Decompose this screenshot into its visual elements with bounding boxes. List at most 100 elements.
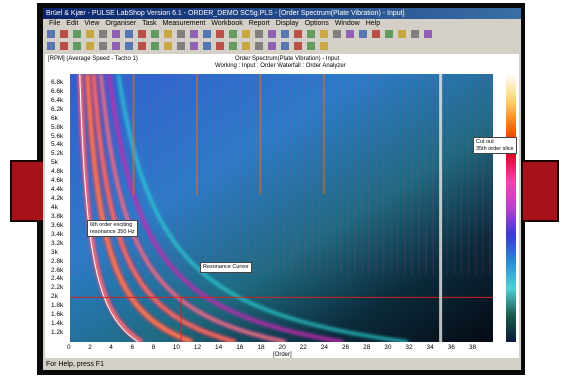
order-stripe	[155, 74, 158, 275]
tb1-button-icon-1[interactable]	[60, 30, 68, 38]
y-tick-label: 4.6k	[51, 177, 64, 185]
menu-item-organiser[interactable]: Organiser	[105, 20, 137, 27]
menu-item-edit[interactable]: Edit	[66, 20, 79, 27]
order-stripe	[212, 74, 214, 275]
tb1-button-icon-5[interactable]	[112, 30, 120, 38]
chart-title: Order Spectrum(Plate Vibration) - Input	[235, 56, 340, 62]
y-tick-label: 4k	[51, 204, 58, 211]
tb1-button-icon-9[interactable]	[164, 30, 172, 38]
y-tick-label: 4.8k	[51, 168, 64, 176]
x-tick-label: 4	[109, 344, 113, 351]
order-stripe	[240, 74, 243, 275]
order-stripe	[190, 74, 193, 275]
y-tick-label: 5.6k	[51, 132, 64, 140]
tb1-button-icon-24[interactable]	[359, 30, 367, 38]
menu-item-display[interactable]: Display	[275, 20, 299, 27]
order-stripe	[290, 74, 293, 275]
order-stripe	[297, 74, 300, 275]
menu-item-file[interactable]: File	[49, 20, 61, 27]
tb2-button-icon-2[interactable]	[73, 42, 81, 50]
tb2-button-icon-16[interactable]	[255, 42, 263, 50]
tb1-button-icon-27[interactable]	[398, 30, 406, 38]
tb1-button-icon-26[interactable]	[385, 30, 393, 38]
tb2-button-icon-11[interactable]	[190, 42, 198, 50]
tb1-button-icon-10[interactable]	[177, 30, 185, 38]
waterfall-plot[interactable]	[70, 74, 493, 342]
tb1-button-icon-29[interactable]	[424, 30, 432, 38]
order-stripe	[332, 74, 335, 275]
tb1-button-icon-19[interactable]	[294, 30, 302, 38]
y-tick-label: 4.4k	[51, 186, 64, 194]
tb1-button-icon-13[interactable]	[216, 30, 224, 38]
x-tick-label: 16	[236, 344, 244, 351]
order-stripe	[254, 74, 257, 275]
tb1-button-icon-20[interactable]	[307, 30, 315, 38]
tb2-button-icon-17[interactable]	[268, 42, 276, 50]
menu-item-view[interactable]: View	[84, 20, 100, 27]
y-tick-label: 1.8k	[51, 302, 64, 310]
tb1-button-icon-12[interactable]	[203, 30, 211, 38]
tb1-button-icon-16[interactable]	[255, 30, 263, 38]
order-stripe	[204, 74, 207, 275]
tb2-button-icon-19[interactable]	[294, 42, 302, 50]
tb1-button-icon-0[interactable]	[47, 30, 55, 38]
tb1-button-icon-6[interactable]	[125, 30, 133, 38]
x-tick-label: 36	[447, 344, 455, 351]
tb1-button-icon-3[interactable]	[86, 30, 94, 38]
y-tick-label: 3.4k	[51, 230, 64, 238]
tb2-button-icon-1[interactable]	[60, 42, 68, 50]
tb1-button-icon-28[interactable]	[411, 30, 419, 38]
order-stripe	[77, 74, 80, 275]
tb2-button-icon-15[interactable]	[242, 42, 250, 50]
tb2-button-icon-13[interactable]	[216, 42, 224, 50]
tb2-button-icon-6[interactable]	[125, 42, 133, 50]
tb2-button-icon-7[interactable]	[138, 42, 146, 50]
y-tick-label: 3k	[51, 248, 58, 256]
tb1-button-icon-21[interactable]	[320, 30, 328, 38]
tb2-button-icon-9[interactable]	[164, 42, 172, 50]
order-stripe	[91, 74, 94, 275]
tb1-button-icon-17[interactable]	[268, 30, 276, 38]
y-tick-label: 4.2k	[51, 195, 64, 203]
order-stripe	[453, 74, 456, 275]
y-tick-label: 6k	[51, 114, 58, 122]
tb2-button-icon-5[interactable]	[112, 42, 120, 50]
tb1-button-icon-11[interactable]	[190, 30, 198, 38]
tb2-button-icon-4[interactable]	[99, 42, 107, 50]
tb2-button-icon-10[interactable]	[177, 42, 185, 50]
menu-item-window[interactable]: Window	[334, 20, 360, 27]
menu-item-help[interactable]: Help	[365, 20, 381, 27]
x-tick-label: 24	[320, 344, 329, 351]
order-stripe	[133, 74, 136, 275]
tb1-button-icon-4[interactable]	[99, 30, 107, 38]
tb1-button-icon-8[interactable]	[151, 30, 159, 38]
menu-item-report[interactable]: Report	[248, 20, 270, 27]
tb2-button-icon-14[interactable]	[229, 42, 237, 50]
tb2-button-icon-18[interactable]	[281, 42, 289, 50]
order-stripe	[304, 74, 307, 275]
order-stripe	[70, 74, 72, 275]
order-stripe	[339, 74, 342, 275]
tb1-button-icon-22[interactable]	[333, 30, 341, 38]
menu-item-task[interactable]: Task	[142, 20, 157, 27]
color-scale-bar	[506, 74, 516, 342]
tb1-button-icon-15[interactable]	[242, 30, 250, 38]
tb2-button-icon-0[interactable]	[47, 42, 55, 50]
order-stripe	[375, 74, 378, 275]
tb2-button-icon-3[interactable]	[86, 42, 94, 50]
tb1-button-icon-2[interactable]	[73, 30, 81, 38]
tb2-button-icon-20[interactable]	[307, 42, 315, 50]
menu-item-measurement[interactable]: Measurement	[162, 20, 206, 27]
tb1-button-icon-23[interactable]	[346, 30, 354, 38]
tb2-button-icon-8[interactable]	[151, 42, 159, 50]
right-red-tab	[521, 160, 559, 222]
order-stripe	[403, 74, 406, 275]
tb1-button-icon-7[interactable]	[138, 30, 146, 38]
tb1-button-icon-18[interactable]	[281, 30, 289, 38]
tb1-button-icon-25[interactable]	[372, 30, 380, 38]
menu-item-options[interactable]: Options	[304, 20, 329, 27]
tb2-button-icon-21[interactable]	[320, 42, 328, 50]
menu-item-workbook[interactable]: Workbook	[211, 20, 243, 27]
tb2-button-icon-12[interactable]	[203, 42, 211, 50]
tb1-button-icon-14[interactable]	[229, 30, 237, 38]
